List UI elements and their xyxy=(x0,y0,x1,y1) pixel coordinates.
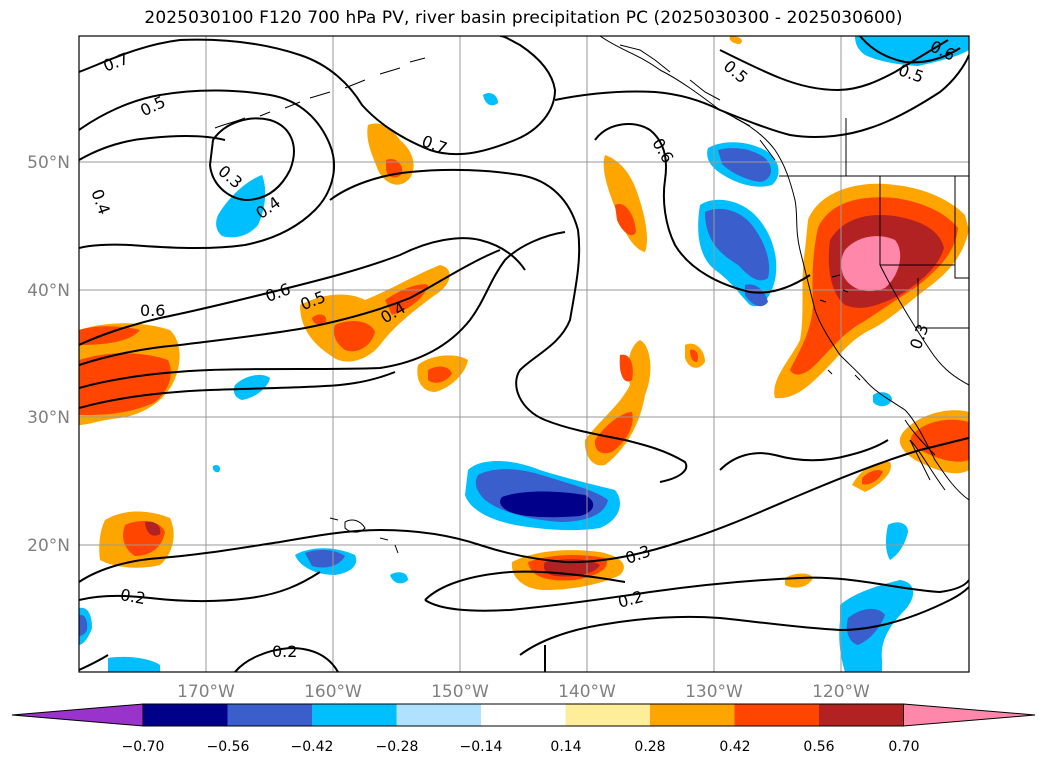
colorbar-extend-low xyxy=(11,703,144,727)
colorbar-tick-label: 0.56 xyxy=(803,739,834,755)
lon-tick-label: 150°W xyxy=(431,682,489,702)
lon-tick-label: 170°W xyxy=(177,682,235,702)
colorbar-segment xyxy=(481,704,566,726)
lon-tick-label: 140°W xyxy=(558,682,616,702)
colorbar-tick-label: −0.28 xyxy=(376,739,419,755)
contour-label: 0.2 xyxy=(272,642,297,661)
colorbar xyxy=(11,703,1036,727)
colorbar-segment xyxy=(396,704,482,726)
colorbar-segment xyxy=(143,704,228,726)
lat-tick-label: 30°N xyxy=(27,408,70,428)
colorbar-tick-label: 0.28 xyxy=(634,739,665,755)
map-title: 2025030100 F120 700 hPa PV, river basin … xyxy=(144,8,903,28)
lat-tick-label: 40°N xyxy=(27,281,70,301)
contour-label: 0.2 xyxy=(119,585,147,608)
contour-label: 0.6 xyxy=(140,301,165,320)
colorbar-segment xyxy=(650,704,735,726)
shading-positive xyxy=(79,36,969,590)
lon-tick-label: 160°W xyxy=(304,682,362,702)
coastlines xyxy=(214,36,969,554)
colorbar-extend-high xyxy=(903,703,1036,727)
colorbar-segment xyxy=(565,704,651,726)
lon-tick-label: 120°W xyxy=(812,682,870,702)
colorbar-tick-label: −0.56 xyxy=(207,739,250,755)
colorbar-tick-label: −0.42 xyxy=(291,739,334,755)
colorbar-tick-label: −0.14 xyxy=(460,739,503,755)
lat-tick-label: 50°N xyxy=(27,153,70,173)
colorbar-tick-label: −0.70 xyxy=(122,739,165,755)
lon-tick-labels: 170°W 160°W 150°W 140°W 130°W 120°W xyxy=(177,682,870,702)
map-border xyxy=(78,35,970,673)
colorbar-segment xyxy=(819,704,904,726)
colorbar-tick-labels: −0.70 −0.56 −0.42 −0.28 −0.14 0.14 0.28 … xyxy=(122,739,920,755)
colorbar-tick-label: 0.70 xyxy=(888,739,919,755)
colorbar-segment xyxy=(312,704,397,726)
colorbar-tick-label: 0.14 xyxy=(550,739,581,755)
lat-tick-labels: 50°N 40°N 30°N 20°N xyxy=(27,153,70,556)
colorbar-tick-label: 0.42 xyxy=(719,739,750,755)
shading-negative xyxy=(79,36,969,672)
colorbar-segment xyxy=(227,704,313,726)
map-contents: 0.7 0.5 0.3 0.4 0.4 0.6 0.6 0.5 0.4 0.7 … xyxy=(79,36,969,672)
pv-contours xyxy=(79,36,969,672)
gridlines xyxy=(79,36,969,672)
lon-tick-label: 130°W xyxy=(685,682,743,702)
colorbar-border xyxy=(142,703,904,727)
colorbar-segment xyxy=(734,704,820,726)
lat-tick-label: 20°N xyxy=(27,536,70,556)
